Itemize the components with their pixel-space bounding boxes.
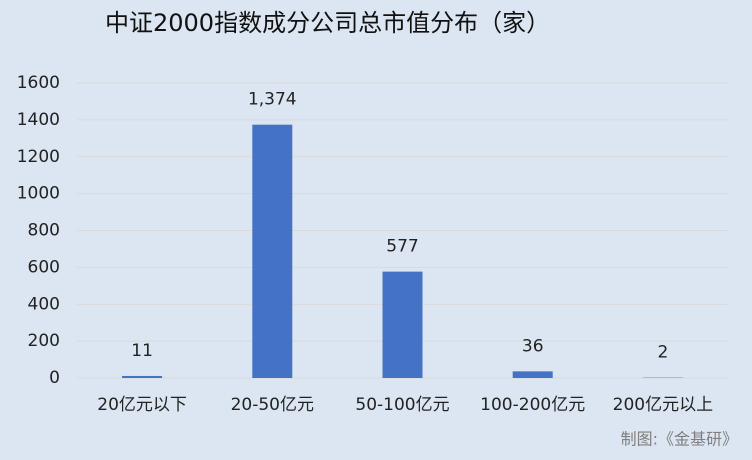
y-tick-label: 1600 xyxy=(17,73,60,93)
data-label: 36 xyxy=(522,336,544,356)
bar xyxy=(382,271,423,378)
x-tick-label: 100-200亿元 xyxy=(480,395,585,415)
x-tick-label: 200亿元以上 xyxy=(613,395,713,415)
data-label: 577 xyxy=(386,237,418,257)
y-tick-label: 1000 xyxy=(17,184,60,204)
data-label: 2 xyxy=(657,343,668,363)
source-note: 制图:《金基研》 xyxy=(621,430,738,449)
y-tick-label: 600 xyxy=(28,257,60,277)
x-tick-label: 50-100亿元 xyxy=(355,395,449,415)
y-tick-label: 0 xyxy=(49,368,60,388)
y-tick-label: 800 xyxy=(28,221,60,241)
data-label: 1,374 xyxy=(248,90,297,110)
x-tick-label: 20-50亿元 xyxy=(231,395,314,415)
y-tick-label: 1200 xyxy=(17,147,60,167)
bar xyxy=(122,375,163,378)
y-tick-label: 400 xyxy=(28,294,60,314)
data-label: 11 xyxy=(131,341,153,361)
bar xyxy=(512,371,553,378)
x-tick-label: 20亿元以下 xyxy=(97,395,187,415)
y-tick-label: 200 xyxy=(28,331,60,351)
y-tick-label: 1400 xyxy=(17,110,60,130)
chart-title: 中证2000指数成分公司总市值分布（家） xyxy=(105,9,550,37)
bar xyxy=(252,124,293,378)
